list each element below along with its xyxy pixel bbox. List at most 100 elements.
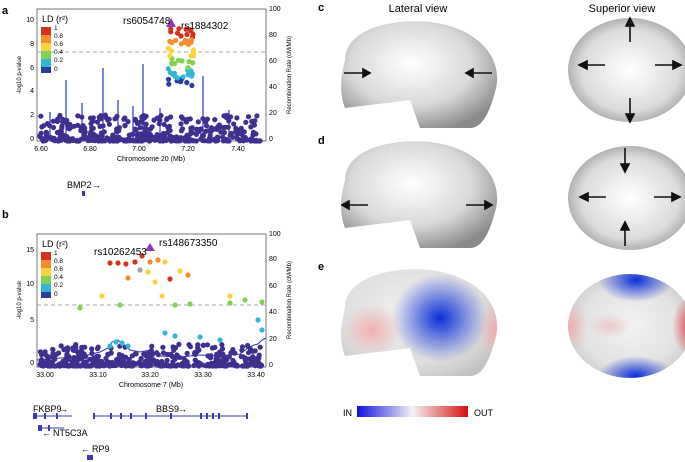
skull-e-lateral	[341, 269, 498, 376]
snp-label-a2: rs1884302	[181, 21, 229, 32]
skull-c-lateral	[341, 21, 498, 129]
svg-text:0.4: 0.4	[54, 274, 63, 281]
panel-label-a: a	[2, 5, 9, 17]
y-axis-title-a: -log10 p-value	[17, 55, 23, 94]
svg-text:33.10: 33.10	[89, 372, 107, 379]
panel-label-b: b	[2, 209, 9, 221]
svg-text:7.20: 7.20	[181, 146, 195, 153]
snp-label-a1: rs6054748	[123, 16, 171, 27]
svg-text:6: 6	[30, 65, 34, 72]
y-ticks-a: 0 2 4 6 8 10	[26, 17, 34, 143]
svg-text:0.6: 0.6	[54, 266, 63, 273]
lead-snp-marker-b	[145, 243, 155, 251]
lead-snp-marker-a	[166, 18, 176, 27]
svg-text:100: 100	[269, 231, 281, 238]
svg-text:40: 40	[269, 84, 277, 91]
ld-legend-b: LD (r²) 1 0.8 0.6 0.4 0.2 0	[41, 239, 68, 298]
colorbar: IN OUT	[343, 406, 494, 418]
ld-legend-title-a: LD (r²)	[42, 14, 68, 24]
svg-text:4: 4	[30, 88, 34, 95]
y2-ticks-a: 0 20 40 60 80 100	[269, 6, 281, 143]
svg-text:0: 0	[30, 360, 34, 367]
panel-label-c: c	[318, 2, 324, 14]
snp-points-a	[37, 26, 263, 144]
gene-label-nt5c3a: NT5C3A	[53, 428, 88, 438]
svg-text:60: 60	[269, 283, 277, 290]
ld-legend-a: LD (r²) 1 0.8 0.6 0.4 0.2 0	[41, 14, 68, 73]
svg-text:100: 100	[269, 6, 281, 13]
svg-text:5: 5	[30, 317, 34, 324]
svg-text:0: 0	[269, 136, 273, 143]
svg-text:33.40: 33.40	[247, 372, 265, 379]
x-axis-label-a: Chromosome 20 (Mb)	[117, 156, 185, 163]
svg-text:6.60: 6.60	[34, 146, 48, 153]
colorbar-label-in: IN	[343, 408, 352, 418]
svg-text:0: 0	[269, 362, 273, 369]
ld-legend-title-b: LD (r²)	[42, 239, 68, 249]
svg-text:80: 80	[269, 256, 277, 263]
svg-text:60: 60	[269, 58, 277, 65]
y2-axis-title-b: Recombination Rate (cM/Mb)	[287, 261, 293, 339]
gene-arrow-rp9: ←	[81, 444, 90, 454]
svg-text:0.8: 0.8	[54, 258, 63, 265]
skull-d-superior	[568, 146, 685, 250]
gene-arrow-fkbp9: →	[59, 404, 68, 414]
gene-label-rp9: RP9	[92, 444, 110, 454]
gene-track-b: FKBP9 → BBS9 → ← NT5C3A ← RP9	[33, 404, 248, 460]
superior-view-title: Superior view	[589, 3, 656, 15]
svg-text:7.40: 7.40	[231, 146, 245, 153]
gene-label-bbs9: BBS9	[156, 404, 179, 414]
plot-b: rs10262453 rs148673350 33.00 33.10 33.20…	[17, 231, 293, 460]
svg-text:0: 0	[30, 136, 34, 143]
panel-label-e: e	[318, 261, 324, 273]
gene-label-fkbp9: FKBP9	[33, 404, 62, 414]
gene-arrow-nt5c3a: ←	[42, 428, 51, 438]
svg-text:80: 80	[269, 32, 277, 39]
x-ticks-b: 33.00 33.10 33.20 33.30 33.40	[36, 372, 265, 379]
lateral-view-title: Lateral view	[389, 3, 448, 15]
gene-arrow-bmp2: →	[92, 180, 101, 190]
svg-text:33.30: 33.30	[194, 372, 212, 379]
svg-text:33.20: 33.20	[141, 372, 159, 379]
svg-text:15: 15	[26, 247, 34, 254]
x-axis-label-b: Chromosome 7 (Mb)	[119, 382, 183, 389]
svg-text:20: 20	[269, 336, 277, 343]
gene-bar-bmp2	[82, 191, 85, 196]
svg-text:0: 0	[54, 291, 58, 298]
y2-axis-title-a: Recombination Rate (cM/Mb)	[287, 36, 293, 114]
colorbar-gradient	[357, 406, 468, 417]
snp-points-b	[37, 253, 265, 369]
skull-d-lateral	[340, 141, 498, 248]
svg-text:10: 10	[26, 17, 34, 24]
gene-arrow-bbs9: →	[178, 404, 187, 414]
svg-text:20: 20	[269, 110, 277, 117]
panel-label-d: d	[318, 135, 325, 147]
svg-text:0.8: 0.8	[54, 33, 63, 40]
svg-text:1: 1	[54, 250, 58, 257]
svg-text:40: 40	[269, 309, 277, 316]
svg-text:1: 1	[54, 25, 58, 32]
y2-ticks-b: 0 20 40 60 80 100	[269, 231, 281, 369]
colorbar-label-out: OUT	[474, 408, 494, 418]
svg-text:0.2: 0.2	[54, 282, 63, 289]
y-axis-title-b: -log10 p-value	[17, 280, 23, 319]
svg-text:0: 0	[54, 66, 58, 73]
snp-label-b1: rs10262453	[94, 247, 147, 258]
snp-label-b2: rs148673350	[159, 238, 218, 249]
plot-a: rs6054748 rs1884302 6.60 6.80 7.00 7.20 …	[17, 6, 293, 196]
svg-text:0.4: 0.4	[54, 49, 63, 56]
svg-text:8: 8	[30, 41, 34, 48]
skull-c-superior	[568, 16, 685, 124]
svg-text:6.80: 6.80	[83, 146, 97, 153]
svg-text:0.6: 0.6	[54, 41, 63, 48]
svg-text:0.2: 0.2	[54, 57, 63, 64]
svg-text:2: 2	[30, 112, 34, 119]
svg-text:10: 10	[26, 281, 34, 288]
svg-text:33.00: 33.00	[36, 372, 54, 379]
svg-text:7.00: 7.00	[132, 146, 146, 153]
plot-a-frame	[36, 8, 267, 142]
skull-e-superior	[568, 274, 685, 378]
x-ticks-a: 6.60 6.80 7.00 7.20 7.40	[34, 146, 245, 153]
y-ticks-b: 0 5 10 15	[26, 247, 34, 367]
